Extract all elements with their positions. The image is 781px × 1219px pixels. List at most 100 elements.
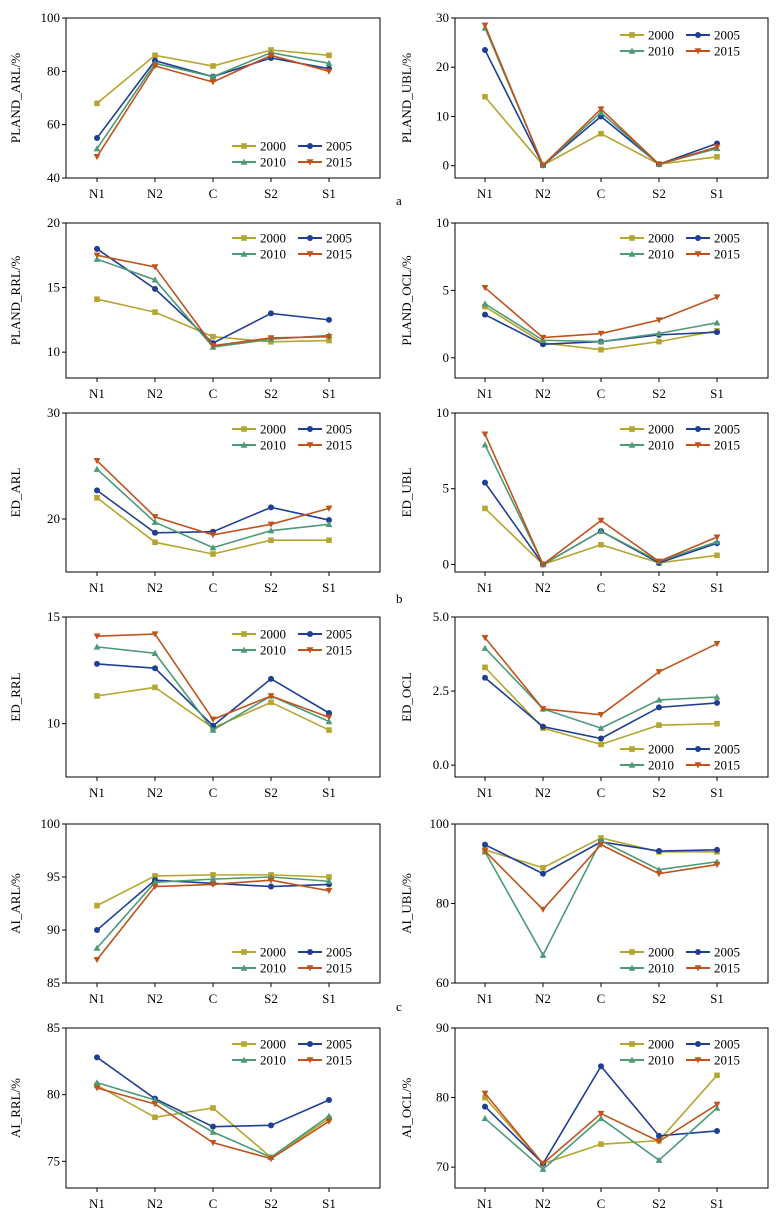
legend-label-2010: 2010 <box>260 438 286 453</box>
data-point-2005 <box>482 674 488 681</box>
data-point-2000 <box>598 541 604 548</box>
data-point-2000 <box>210 333 216 340</box>
legend-marker-2000 <box>241 235 247 241</box>
data-point-2005 <box>326 1097 332 1103</box>
data-point-2010 <box>597 527 605 534</box>
series-line-2005 <box>96 489 330 534</box>
legend-marker-2010 <box>628 964 636 971</box>
data-point-2015 <box>539 1160 547 1168</box>
legend-marker-2015 <box>306 251 314 258</box>
y-tick-label: 70 <box>436 1159 449 1174</box>
series-line-2010 <box>484 27 718 167</box>
series-line-2010 <box>484 839 718 957</box>
legend-marker-2000 <box>629 1041 635 1047</box>
y-tick-label: 5 <box>443 481 450 496</box>
data-point-2015 <box>597 517 605 524</box>
plot-frame <box>454 222 769 379</box>
legend-label-2010: 2010 <box>260 155 286 170</box>
x-tick-label: S2 <box>652 386 666 401</box>
y-axis-title: PLAND_ARL/% <box>8 53 23 143</box>
x-tick-label: C <box>597 991 606 1006</box>
legend: 2000 2005 2010 2015 <box>232 945 352 976</box>
legend-label-2015: 2015 <box>714 961 740 976</box>
data-point-2000 <box>598 1141 604 1147</box>
data-point-2015 <box>93 1085 101 1092</box>
x-tick-label: S1 <box>322 1196 336 1211</box>
y-tick-label: 10 <box>47 344 60 359</box>
legend-marker-2000 <box>629 949 635 955</box>
legend-marker-2010 <box>240 964 248 971</box>
series-line-2015 <box>96 54 330 158</box>
data-point-2005 <box>94 660 100 667</box>
data-point-2010 <box>325 718 333 725</box>
legend-marker-2015 <box>694 1057 702 1064</box>
data-point-2000 <box>152 309 158 315</box>
x-tick-label: C <box>209 580 218 595</box>
data-point-2015 <box>209 1139 217 1147</box>
legend-label-2015: 2015 <box>714 758 740 773</box>
legend-label-2015: 2015 <box>714 44 740 59</box>
legend-label-2010: 2010 <box>260 643 286 658</box>
x-tick-label: S1 <box>710 186 724 201</box>
plot-frame <box>65 823 381 984</box>
data-point-2015 <box>93 457 101 465</box>
plot-frame <box>454 17 769 179</box>
data-point-2015 <box>655 669 663 676</box>
data-point-2010 <box>539 1165 547 1172</box>
y-axis-title: ED_RRL <box>8 672 23 721</box>
legend-label-2000: 2000 <box>648 1037 674 1052</box>
data-point-2010 <box>267 527 275 534</box>
x-tick-label: S2 <box>264 580 278 595</box>
data-point-2000 <box>656 338 662 345</box>
legend: 2000 2005 2010 2015 <box>620 742 740 773</box>
x-tick-label: N1 <box>477 1196 493 1211</box>
legend-label-2010: 2010 <box>648 1053 674 1068</box>
data-point-2000 <box>482 664 488 671</box>
x-tick-label: S2 <box>652 1196 666 1211</box>
data-point-2005 <box>714 846 720 853</box>
data-point-2005 <box>268 310 274 317</box>
y-axis-title: AI_UBL/% <box>399 873 414 934</box>
plot-frame <box>454 616 769 778</box>
data-point-2010 <box>655 330 663 337</box>
data-point-2015 <box>539 334 547 341</box>
legend-marker-2005 <box>695 235 701 241</box>
x-tick-label: S1 <box>710 1196 724 1211</box>
chart-panel-12: 70 80 90 N1 N2 C S2 S1 AI_OCL/% 2000 2005 2010 2015 <box>399 1020 769 1211</box>
data-point-2005 <box>598 1063 604 1070</box>
x-tick-label: S2 <box>264 1196 278 1211</box>
y-axis-title: AI_OCL/% <box>399 1078 414 1139</box>
legend-label-2010: 2010 <box>260 247 286 262</box>
data-point-2005 <box>714 1127 720 1134</box>
legend-label-2015: 2015 <box>326 961 352 976</box>
data-point-2010 <box>325 520 333 528</box>
data-point-2000 <box>326 337 332 344</box>
data-point-2015 <box>655 1138 663 1145</box>
x-tick-label: C <box>209 386 218 401</box>
data-point-2010 <box>481 300 489 307</box>
data-point-2015 <box>325 333 333 341</box>
legend-label-2000: 2000 <box>260 231 286 246</box>
legend-label-2005: 2005 <box>326 1037 352 1052</box>
plot-frame <box>65 222 381 379</box>
legend-label-2015: 2015 <box>326 438 352 453</box>
data-point-2010 <box>713 319 721 326</box>
chart-panel-8: 0.0 2.5 5.0 N1 N2 C S2 S1 ED_OCL 2000 2005 2010 2015 <box>399 609 769 800</box>
plot-frame <box>65 1027 381 1189</box>
series-line-2015 <box>484 843 718 911</box>
legend-label-2005: 2005 <box>326 139 352 154</box>
data-point-2015 <box>325 888 333 895</box>
plot-frame <box>65 412 381 573</box>
legend-marker-2015 <box>694 965 702 972</box>
x-tick-label: N1 <box>477 991 493 1006</box>
data-point-2010 <box>93 255 101 262</box>
data-point-2005 <box>268 504 274 511</box>
plot-frame <box>65 17 381 179</box>
data-point-2015 <box>597 712 605 719</box>
y-axis-title: PLAND_RRL/% <box>8 256 23 346</box>
data-point-2005 <box>656 704 662 711</box>
y-tick-label: 80 <box>436 1090 449 1105</box>
